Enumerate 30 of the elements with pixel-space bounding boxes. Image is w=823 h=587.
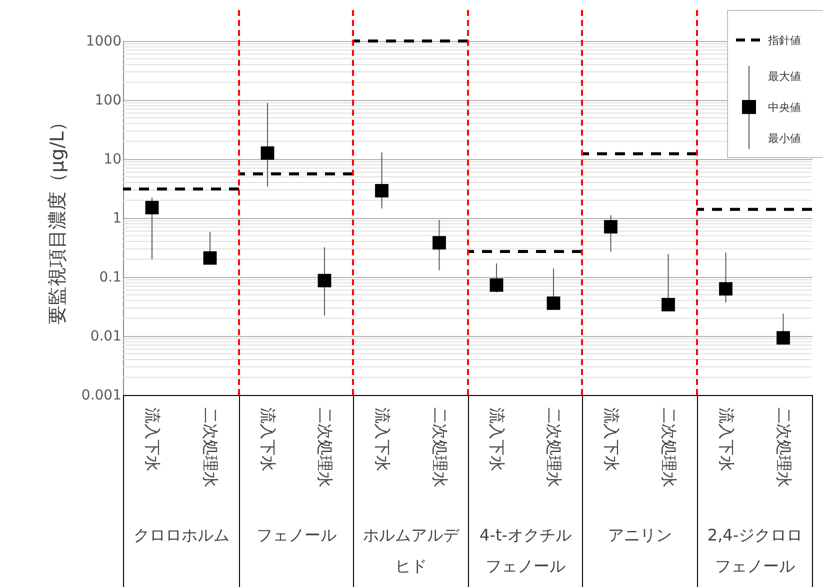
x-tick-label: 二次処理水	[430, 408, 450, 488]
x-axis-title: 4-t-オクチルフェノール	[480, 526, 572, 576]
annotation: 最小値	[768, 131, 801, 146]
legend-label: 中央値	[768, 100, 801, 115]
y-tick-label: 0.001	[81, 388, 122, 404]
y-tick-label: 10	[104, 152, 122, 168]
x-tick-label: 二次処理水	[659, 408, 678, 488]
x-tick-label: 二次処理水	[774, 408, 794, 488]
y-tick-label: 0.01	[90, 328, 122, 344]
x-axis-title: クロロホルム	[134, 526, 230, 544]
x-tick-label: 流入下水	[716, 408, 736, 472]
x-tick-label: 二次処理水	[316, 408, 334, 488]
y-tick-label: 100	[94, 92, 122, 108]
x-tick-label: 流入下水	[488, 408, 506, 472]
annotation: 最大値	[768, 69, 801, 84]
y-tick-label: 1000	[86, 34, 122, 50]
x-axis-title: フェノール	[256, 526, 336, 544]
x-tick-label: 流入下水	[372, 408, 392, 472]
y-tick-label: 0.1	[99, 270, 122, 286]
x-tick-label: 二次処理水	[544, 408, 564, 488]
y-tick-label: 1	[112, 210, 122, 226]
x-axis-title: アニリン	[608, 526, 672, 544]
legend-label: 指針値	[768, 33, 801, 48]
x-tick-label: 流入下水	[258, 408, 278, 472]
x-axis-title: 2,4-ジクロロフェノール	[707, 526, 803, 576]
x-tick-label: 流入下水	[143, 408, 162, 472]
x-tick-label: 二次処理水	[201, 408, 220, 488]
y-axis-title: 要監視項目濃度（μg/L）	[46, 112, 68, 325]
x-axis-title: ホルムアルデヒド	[363, 526, 460, 576]
x-tick-label: 流入下水	[602, 408, 621, 472]
